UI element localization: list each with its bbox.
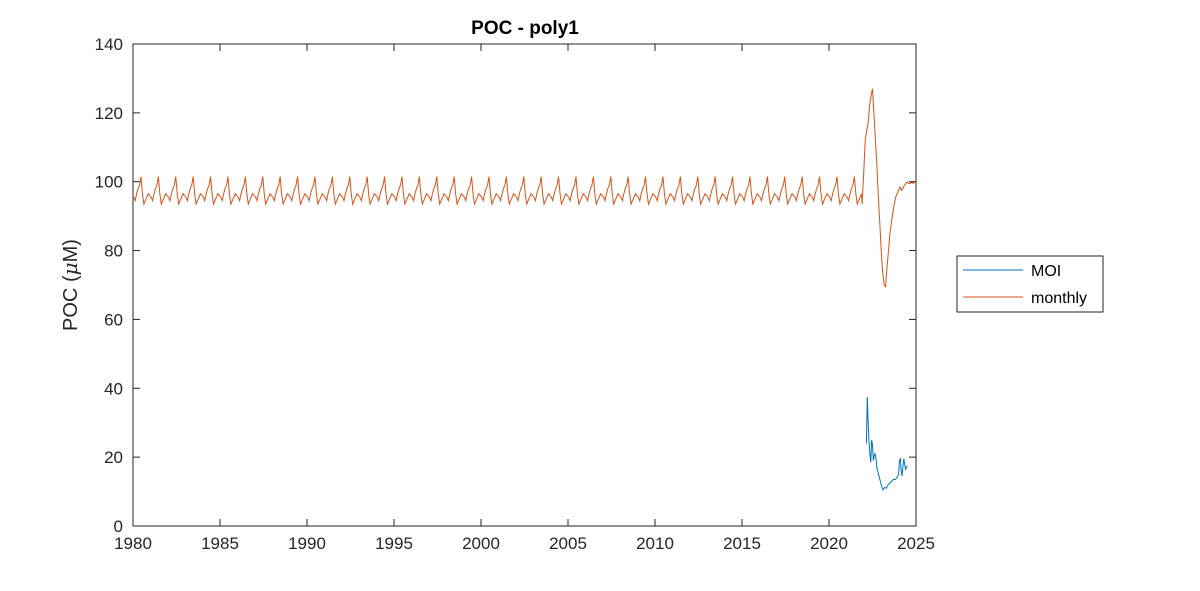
- series-line-monthly: [133, 88, 916, 289]
- x-tick-label: 1985: [201, 534, 239, 553]
- plot-frame: [132, 43, 917, 527]
- y-axis-label-mu: μ: [58, 262, 82, 275]
- x-tick-label: 2020: [810, 534, 848, 553]
- x-tick-label: 2015: [723, 534, 761, 553]
- y-tick-label: 80: [104, 242, 123, 261]
- y-axis-label-text: POC (: [60, 275, 82, 331]
- x-axis: 1980 1985 1990 1995 2000 2005 2010 2015 2020 2025: [114, 44, 935, 553]
- x-tick-label: 2010: [636, 534, 674, 553]
- legend-label-moi: MOI: [1031, 263, 1061, 280]
- y-axis-label: POC (μM): [58, 239, 82, 331]
- y-axis: 0 20 40 60 80 100 120 140: [95, 35, 916, 536]
- chart-title: POC - poly1: [471, 18, 579, 39]
- y-axis-label-unit: M): [60, 239, 82, 262]
- x-tick-label: 1980: [114, 534, 152, 553]
- x-tick-label: 1995: [375, 534, 413, 553]
- x-tick-label: 1990: [288, 534, 326, 553]
- y-tick-label: 20: [104, 448, 123, 467]
- y-tick-label: 60: [104, 310, 123, 329]
- y-tick-label: 140: [95, 35, 123, 54]
- plot-lines: [133, 88, 916, 491]
- legend-label-monthly: monthly: [1031, 290, 1087, 307]
- x-tick-label: 2000: [462, 534, 500, 553]
- legend: MOI monthly: [956, 255, 1104, 313]
- series-line-moi: [865, 396, 908, 491]
- y-tick-label: 40: [104, 379, 123, 398]
- x-tick-label: 2005: [549, 534, 587, 553]
- legend-box: [956, 255, 1104, 313]
- y-tick-label: 100: [95, 173, 123, 192]
- plot-area: [133, 44, 916, 526]
- x-tick-label: 2025: [897, 534, 935, 553]
- y-tick-label: 120: [95, 104, 123, 123]
- y-tick-label: 0: [114, 517, 123, 536]
